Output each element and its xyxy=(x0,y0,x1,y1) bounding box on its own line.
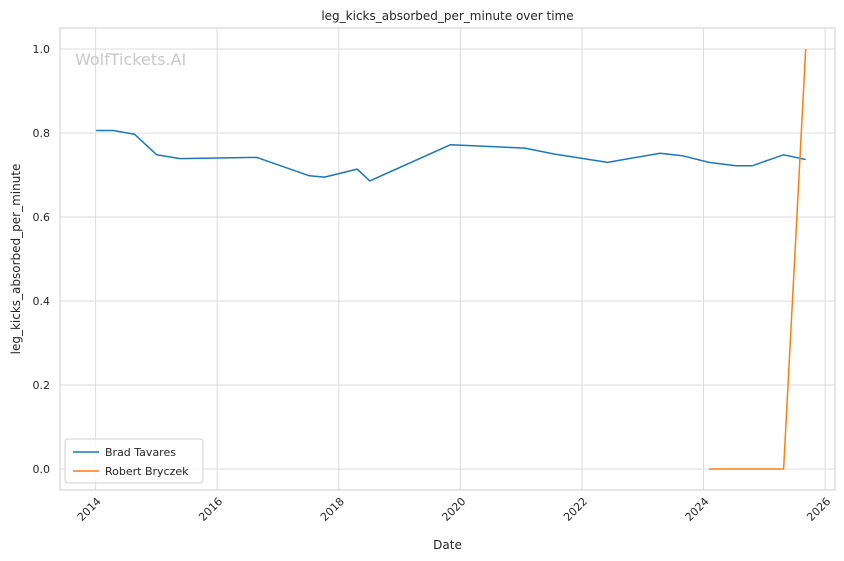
y-tick-label: 0.8 xyxy=(33,127,51,140)
watermark: WolfTickets.AI xyxy=(75,50,186,69)
chart-title: leg_kicks_absorbed_per_minute over time xyxy=(321,9,573,23)
series-line-brad-tavares xyxy=(96,129,806,182)
x-tick-label: 2026 xyxy=(804,495,833,524)
x-tick-label: 2020 xyxy=(439,495,468,524)
plot-frame xyxy=(59,27,836,491)
series-line-robert-bryczek xyxy=(709,48,807,470)
x-tick-label: 2024 xyxy=(683,495,712,524)
legend-label-robert-bryczek: Robert Bryczek xyxy=(105,465,189,478)
x-axis-label: Date xyxy=(433,538,462,552)
series-group xyxy=(96,48,807,470)
y-tick-label: 0.2 xyxy=(33,379,51,392)
x-tick-label: 2014 xyxy=(75,495,104,524)
y-axis-label: leg_kicks_absorbed_per_minute xyxy=(9,164,23,355)
x-tick-label: 2018 xyxy=(318,495,347,524)
y-axis-ticks: 0.0 0.2 0.4 0.6 0.8 1.0 xyxy=(33,43,51,476)
grid xyxy=(60,28,835,490)
y-tick-label: 0.4 xyxy=(33,295,51,308)
y-tick-label: 0.6 xyxy=(33,211,51,224)
legend: Brad Tavares Robert Bryczek xyxy=(64,438,204,484)
legend-box xyxy=(64,438,204,484)
x-tick-label: 2016 xyxy=(196,495,225,524)
legend-label-brad-tavares: Brad Tavares xyxy=(105,446,176,459)
x-tick-label: 2022 xyxy=(561,495,590,524)
y-tick-label: 1.0 xyxy=(33,43,51,56)
x-axis-ticks: 2014 2016 2018 2020 2022 2024 2026 xyxy=(75,495,834,524)
y-tick-label: 0.0 xyxy=(33,463,51,476)
